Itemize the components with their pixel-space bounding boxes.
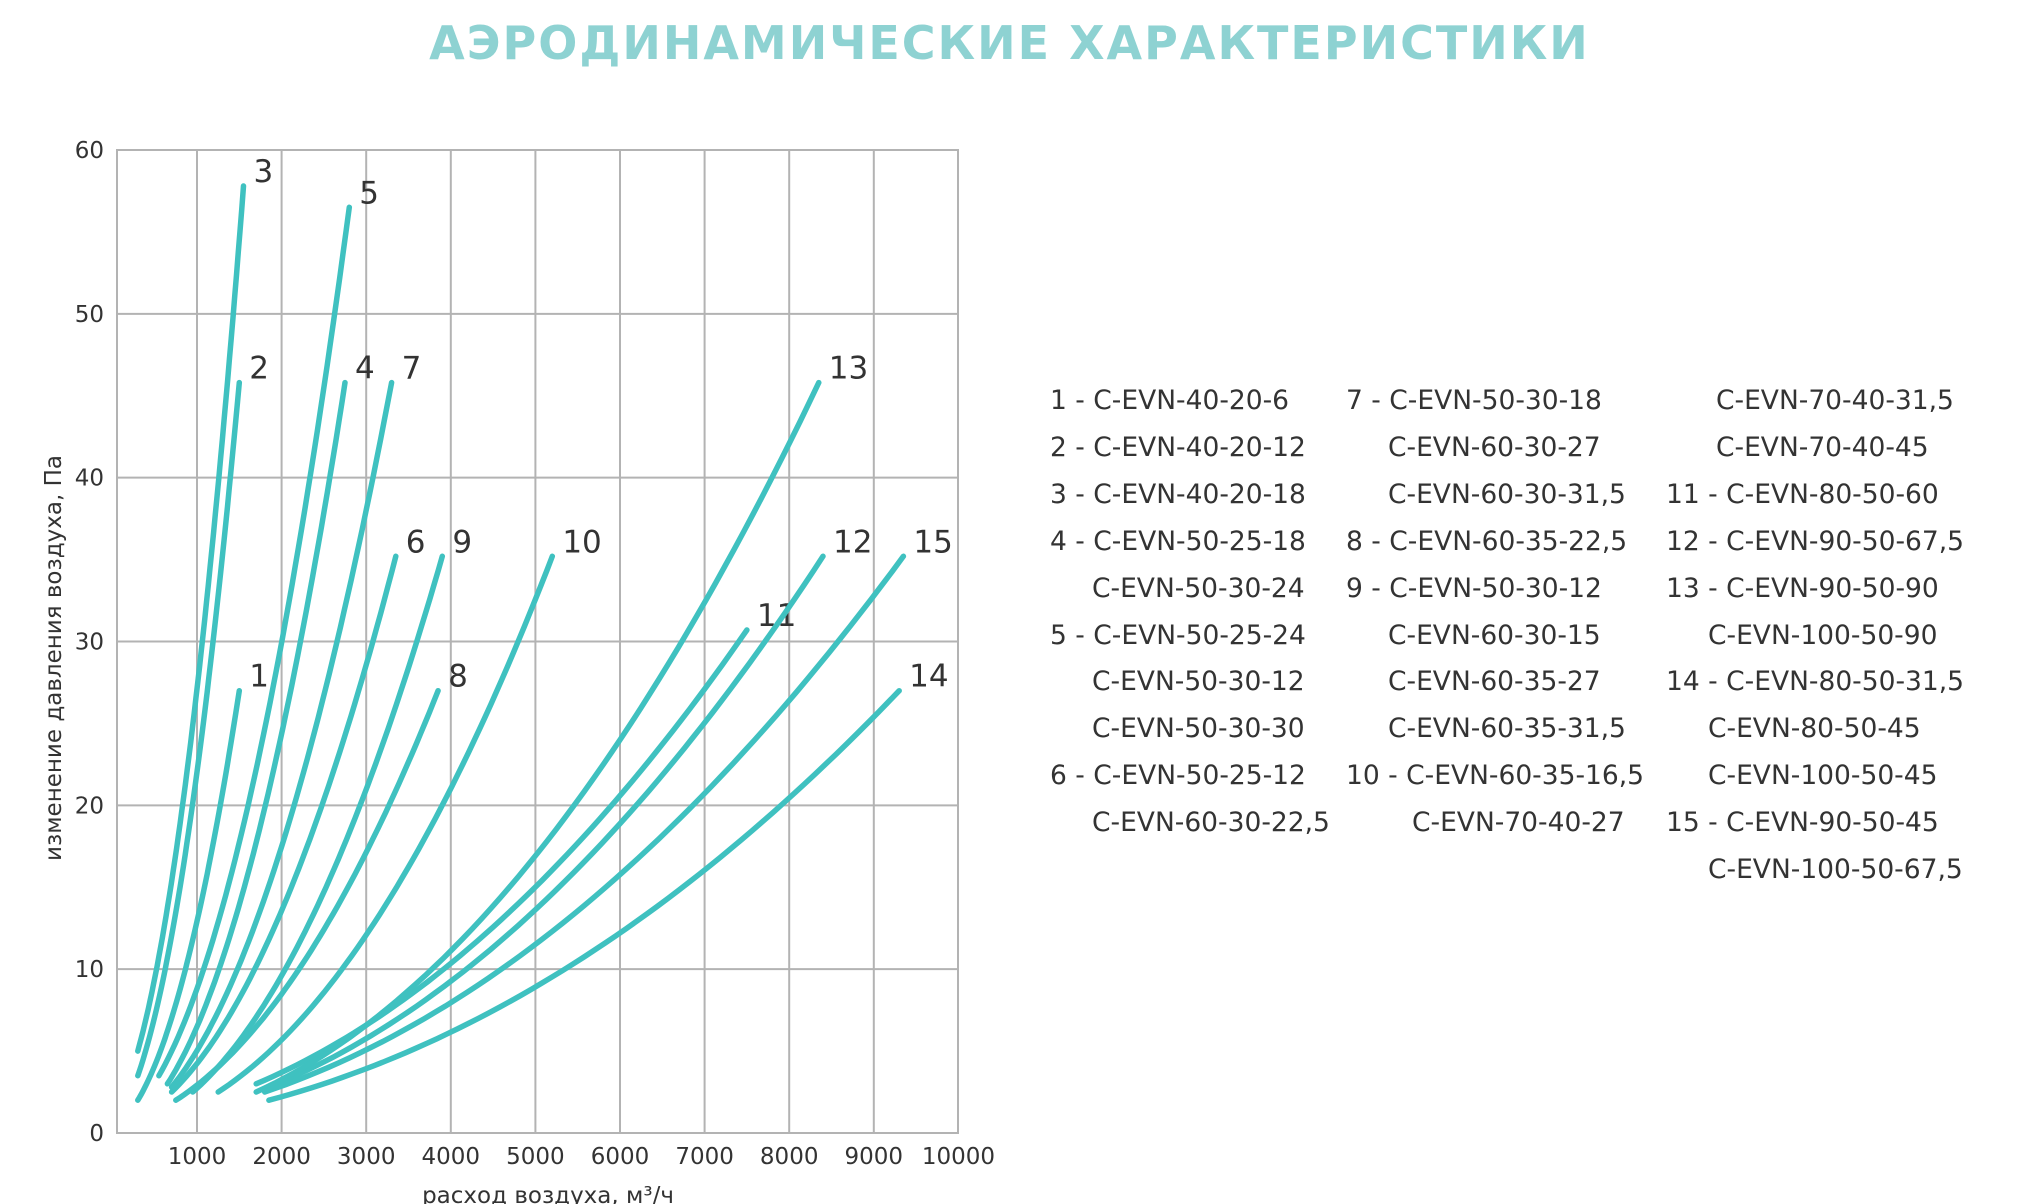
curve-14 (266, 687, 902, 1103)
curve-label-14: 14 (909, 659, 948, 695)
curve-1 (135, 687, 243, 1103)
x-tick-label: 9000 (845, 1144, 904, 1170)
y-tick-label: 10 (75, 957, 104, 983)
x-tick-label: 8000 (760, 1144, 819, 1170)
curve-12 (266, 553, 826, 1090)
x-tick-label: 7000 (675, 1144, 734, 1170)
curve-11 (253, 627, 750, 1087)
x-tick-label: 2000 (252, 1144, 311, 1170)
curve-label-2: 2 (249, 351, 269, 387)
curve-15 (261, 553, 907, 1095)
curve-label-13: 13 (829, 351, 868, 387)
curve-label-5: 5 (359, 175, 379, 211)
curve-label-4: 4 (355, 351, 375, 387)
y-tick-label: 60 (75, 138, 104, 164)
x-axis-label: расход воздуха, м³/ч (422, 1183, 674, 1204)
curve-9 (190, 553, 446, 1095)
y-tick-label: 40 (75, 466, 104, 492)
curve-6 (168, 553, 399, 1095)
curve-label-12: 12 (833, 524, 872, 560)
curve-label-15: 15 (913, 524, 952, 560)
curve-3 (135, 183, 247, 1054)
x-tick-label: 4000 (422, 1144, 481, 1170)
x-tick-label: 1000 (168, 1144, 227, 1170)
curve-label-10: 10 (562, 524, 601, 560)
chart-title: АЭРОДИНАМИЧЕСКИЕ ХАРАКТЕРИСТИКИ (429, 16, 1590, 70)
y-tick-label: 30 (75, 630, 104, 656)
curve-10 (215, 553, 556, 1095)
curve-7 (168, 379, 395, 1090)
x-tick-label: 3000 (337, 1144, 396, 1170)
y-tick-label: 20 (75, 793, 104, 819)
curve-label-8: 8 (448, 659, 468, 695)
curve-5 (156, 204, 353, 1079)
curve-label-1: 1 (249, 659, 269, 695)
x-tick-label: 5000 (506, 1144, 565, 1170)
curve-4 (164, 379, 348, 1087)
y-tick-label: 50 (75, 302, 104, 328)
curve-label-7: 7 (402, 351, 422, 387)
curve-13 (253, 379, 822, 1095)
y-axis-label: изменение давления воздуха, Па (41, 455, 67, 861)
curve-2 (135, 379, 243, 1079)
x-tick-label: 10000 (922, 1144, 995, 1170)
curve-label-3: 3 (254, 154, 274, 190)
x-tick-label: 6000 (591, 1144, 650, 1170)
curve-label-6: 6 (406, 524, 426, 560)
curve-label-9: 9 (452, 524, 472, 560)
y-tick-label: 0 (89, 1121, 104, 1147)
